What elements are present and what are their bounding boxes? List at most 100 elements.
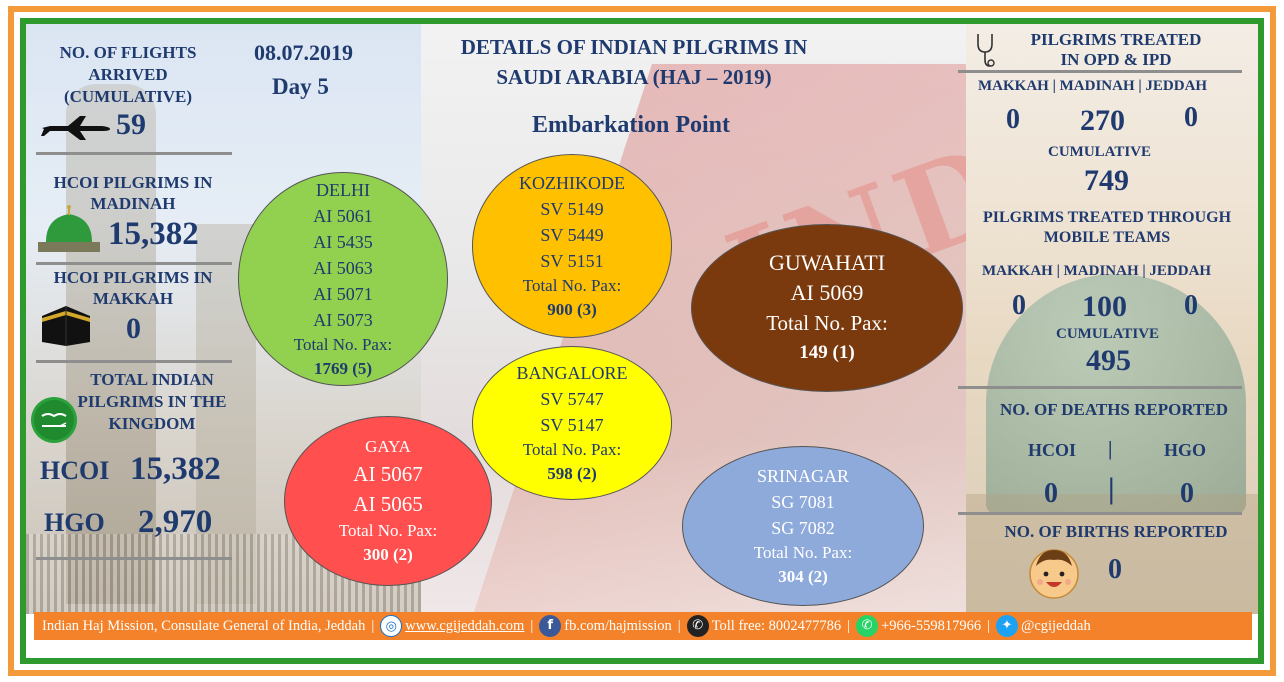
baby-face-icon (1029, 549, 1079, 599)
deaths-hcoi-value: 0 (1044, 478, 1058, 509)
kaaba-icon (42, 306, 90, 346)
embarkation-bangalore: BANGALORE SV 5747 SV 5147 Total No. Pax:… (472, 346, 672, 500)
flight-number: SG 7081 (771, 492, 835, 512)
total-pax-label: Total No. Pax: (522, 440, 622, 459)
flight-number: AI 5063 (313, 258, 373, 278)
whatsapp-icon: ✆ (856, 615, 879, 637)
total-pax-label: Total No. Pax: (522, 276, 622, 295)
deaths-title: NO. OF DEATHS REPORTED (1000, 400, 1228, 419)
mobile-madinah-value: 100 (1082, 290, 1127, 323)
divider (958, 70, 1242, 73)
divider (36, 152, 232, 155)
footer-separator: | (987, 617, 990, 634)
twitter-handle[interactable]: @cgijeddah (1020, 617, 1091, 634)
total-pax-value: 900 (3) (547, 300, 597, 319)
opd-makkah-value: 0 (1006, 104, 1020, 135)
divider (958, 512, 1242, 515)
flight-number: AI 5065 (353, 492, 423, 516)
divider (958, 386, 1242, 389)
total-pilgrims-label: TOTAL INDIAN PILGRIMS IN THE KINGDOM (77, 370, 227, 433)
mobile-makkah-value: 0 (1012, 290, 1026, 321)
total-pax-value: 304 (2) (778, 567, 828, 586)
hcoi-makkah-value: 0 (126, 312, 141, 345)
births-title: NO. OF BIRTHS REPORTED (1004, 522, 1228, 541)
page-title-line-1: DETAILS OF INDIAN PILGRIMS IN (460, 35, 808, 59)
green-dome-mosque-icon (38, 205, 100, 252)
mobile-teams-title-line-1: PILGRIMS TREATED THROUGH (982, 209, 1232, 226)
report-day: Day 5 (272, 74, 329, 99)
footer-separator: | (847, 617, 851, 634)
opd-ipd-title-line-2: IN OPD & IPD (1060, 50, 1172, 69)
facebook-link[interactable]: fb.com/hajmission (564, 617, 672, 634)
phone-icon: ✆ (686, 615, 709, 637)
total-pax-value: 598 (2) (547, 464, 597, 483)
flight-number: SG 7082 (771, 518, 835, 538)
embarkation-guwahati: GUWAHATI AI 5069 Total No. Pax: 149 (1) (691, 224, 963, 392)
embarkation-srinagar: SRINAGAR SG 7081 SG 7082 Total No. Pax: … (682, 446, 924, 606)
hgo-total-label: HGO (44, 508, 105, 537)
embarkation-name: GAYA (365, 437, 411, 456)
deaths-hcoi-label: HCOI (1028, 440, 1077, 460)
mobile-cumulative-value: 495 (1086, 344, 1131, 377)
plane-icon (41, 116, 110, 140)
mobile-jeddah-value: 0 (1184, 290, 1198, 321)
opd-jeddah-value: 0 (1184, 102, 1198, 133)
flights-arrived-label: NO. OF FLIGHTS ARRIVED (CUMULATIVE) (59, 43, 197, 106)
flight-number: SV 5747 (540, 389, 604, 409)
hcoi-total-value: 15,382 (130, 451, 221, 487)
opd-cumulative-value: 749 (1084, 164, 1129, 197)
flight-number: SV 5149 (540, 199, 604, 219)
mobile-cumulative-label: CUMULATIVE (1056, 326, 1160, 342)
flights-arrived-value: 59 (116, 108, 146, 141)
opd-cumulative-label: CUMULATIVE (1048, 144, 1152, 160)
embarkation-name: SRINAGAR (756, 466, 849, 486)
total-pax-value: 149 (1) (799, 342, 855, 363)
deaths-separator: | (1108, 472, 1115, 505)
total-pax-value: 300 (2) (363, 545, 413, 564)
flight-number: AI 5073 (313, 310, 373, 330)
saudi-flag-emblem-icon (31, 397, 77, 443)
footer-separator: | (371, 617, 375, 634)
twitter-icon: ✦ (995, 615, 1018, 637)
flight-number: SV 5147 (540, 415, 604, 435)
embarkation-name: BANGALORE (516, 363, 628, 383)
hgo-total-value: 2,970 (138, 504, 213, 540)
flight-number: AI 5069 (790, 280, 864, 305)
embarkation-name: KOZHIKODE (519, 173, 625, 193)
tollfree-number: Toll free: 8002477786 (711, 617, 842, 634)
globe-icon: ◎ (380, 615, 403, 637)
divider (36, 360, 232, 363)
flight-number: AI 5067 (353, 462, 423, 486)
flight-number: AI 5061 (313, 206, 373, 226)
report-date: 08.07.2019 (254, 40, 353, 65)
opd-ipd-title-line-1: PILGRIMS TREATED (1030, 30, 1202, 49)
footer-org: Indian Haj Mission, Consulate General of… (42, 617, 366, 634)
outer-frame (8, 6, 1276, 676)
infographic-canvas: INDIA NO. OF FLIGHTS ARRIVED (CUMULATIVE… (20, 18, 1264, 664)
births-value: 0 (1108, 554, 1122, 585)
embarkation-name: DELHI (316, 180, 370, 200)
total-pax-label: Total No. Pax: (766, 311, 888, 335)
flight-number: AI 5435 (313, 232, 373, 252)
whatsapp-number: +966-559817966 (881, 617, 982, 634)
flight-number: SV 5449 (540, 225, 604, 245)
footer-separator: | (677, 617, 681, 634)
total-pax-label: Total No. Pax: (753, 543, 853, 562)
deaths-hgo-value: 0 (1180, 478, 1194, 509)
hcoi-makkah-label: HCOI PILGRIMS IN MAKKAH (53, 268, 213, 308)
footer-separator: | (530, 617, 534, 634)
embarkation-gaya: GAYA AI 5067 AI 5065 Total No. Pax: 300 … (284, 416, 492, 586)
page-title: DETAILS OF INDIAN PILGRIMS IN SAUDI ARAB… (414, 32, 854, 92)
embarkation-kozhikode: KOZHIKODE SV 5149 SV 5449 SV 5151 Total … (472, 154, 672, 338)
website-link[interactable]: www.cgijeddah.com (405, 617, 525, 634)
hcoi-total-label: HCOI (40, 456, 110, 485)
page-title-line-2: SAUDI ARABIA (HAJ – 2019) (496, 65, 772, 89)
mobile-teams-title: PILGRIMS TREATED THROUGH MOBILE TEAMS (962, 208, 1252, 248)
stethoscope-icon (977, 34, 995, 67)
facebook-icon: f (539, 615, 562, 637)
deaths-separator: | (1108, 438, 1113, 460)
embarkation-name: GUWAHATI (768, 250, 886, 275)
footer-contact-bar: Indian Haj Mission, Consulate General of… (34, 612, 1252, 640)
hcoi-madinah-value: 15,382 (108, 216, 199, 252)
total-pax-label: Total No. Pax: (293, 335, 393, 354)
